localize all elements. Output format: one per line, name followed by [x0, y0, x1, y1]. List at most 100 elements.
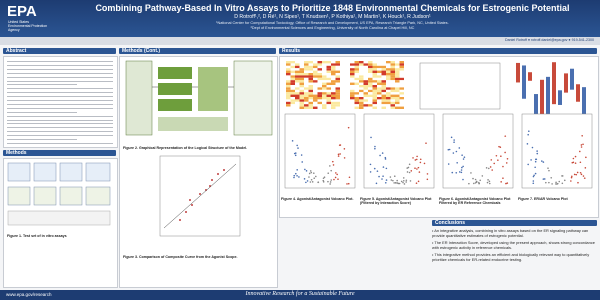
affiliation: ²Dept of Environmental Sciences and Engi… — [250, 26, 415, 30]
point — [500, 181, 502, 183]
heatmap-cell — [313, 80, 318, 83]
point — [333, 178, 335, 181]
text-line — [7, 92, 113, 94]
heatmap-cell — [381, 92, 386, 95]
bar — [546, 76, 550, 115]
point — [571, 175, 573, 178]
point — [408, 171, 411, 174]
heatmap-cell — [381, 80, 386, 83]
heatmap-cell — [290, 73, 295, 76]
point — [336, 173, 338, 176]
point — [460, 171, 463, 174]
point — [370, 136, 372, 139]
heatmap-cell — [386, 68, 391, 71]
point — [381, 152, 384, 154]
heatmap-cell — [372, 65, 377, 69]
heatmap-cell — [322, 94, 327, 97]
point — [408, 163, 411, 166]
agency-line: Agency — [8, 28, 20, 32]
heatmap-cell — [386, 82, 391, 85]
point — [481, 175, 484, 177]
heatmap-cell — [335, 94, 340, 97]
point — [300, 154, 303, 156]
heatmap-cell — [372, 99, 377, 102]
heatmap-cell — [295, 97, 300, 100]
point — [580, 173, 583, 176]
heatmap-cell — [299, 75, 304, 78]
point — [475, 181, 478, 183]
heatmap-cell — [304, 99, 309, 102]
heatmap-cell — [308, 82, 313, 85]
heatmap-cell — [331, 85, 336, 88]
point — [493, 162, 496, 165]
heatmap-cell — [331, 75, 336, 78]
heatmap-cell — [354, 73, 359, 76]
point — [541, 160, 543, 162]
point — [535, 158, 538, 161]
point — [474, 178, 477, 181]
heatmap-cell — [304, 89, 309, 93]
heatmap-cell — [390, 63, 395, 66]
heatmap-cell — [350, 97, 355, 100]
heatmap-cell — [350, 61, 355, 64]
heatmap-cell — [304, 80, 309, 83]
point — [580, 144, 583, 146]
point — [447, 163, 450, 165]
heatmap-cell — [290, 68, 295, 71]
point — [556, 183, 558, 185]
heatmap-cell — [354, 94, 359, 97]
point — [373, 167, 376, 170]
heatmap-cell — [322, 65, 327, 69]
heatmap-cell — [350, 104, 355, 107]
heatmap-cell — [363, 101, 368, 105]
point — [416, 168, 418, 170]
heatmap-cell — [295, 104, 300, 107]
heatmap-cell — [354, 61, 359, 64]
heatmap-cell — [322, 104, 327, 107]
heatmap-cell — [295, 80, 300, 83]
heatmap-cell — [304, 65, 309, 69]
heatmap-cell — [390, 70, 395, 73]
heatmap-cell — [299, 73, 304, 76]
heatmap-cell — [308, 63, 313, 66]
point — [323, 176, 326, 178]
heatmap-cell — [304, 82, 309, 85]
point — [293, 176, 295, 179]
heatmap-cell — [381, 61, 386, 64]
heatmap-cell — [335, 101, 340, 105]
point — [451, 171, 454, 174]
heatmap-cell — [363, 73, 368, 76]
point — [534, 166, 536, 169]
point — [575, 173, 578, 176]
heatmap-cell — [350, 101, 355, 105]
heatmap-cell — [299, 92, 304, 95]
heatmap-cell — [363, 63, 368, 66]
heatmap-cell — [313, 99, 318, 102]
point — [405, 181, 407, 183]
point — [485, 167, 488, 169]
point — [414, 159, 417, 161]
heatmap-cell — [286, 82, 291, 85]
heatmap-cell — [395, 65, 400, 69]
heatmap-cell — [308, 80, 313, 83]
point — [499, 146, 502, 148]
heatmap-cell — [335, 97, 340, 100]
heatmap-cell — [313, 85, 318, 88]
heatmap-cell — [308, 65, 313, 69]
text-line — [7, 123, 113, 125]
heatmap-cell — [326, 101, 331, 105]
heatmap-cell — [299, 65, 304, 69]
heatmap-cell — [299, 94, 304, 97]
section-header: Results — [279, 48, 597, 54]
heatmap-cell — [299, 89, 304, 93]
heatmap-cell — [395, 104, 400, 107]
heatmap-cell — [335, 82, 340, 85]
heatmap-cell — [299, 63, 304, 66]
point — [474, 182, 477, 184]
heatmap-cell — [359, 87, 364, 90]
heatmap-cell — [368, 75, 373, 78]
heatmap-cell — [295, 94, 300, 97]
heatmap-cell — [295, 92, 300, 95]
point — [376, 170, 379, 172]
